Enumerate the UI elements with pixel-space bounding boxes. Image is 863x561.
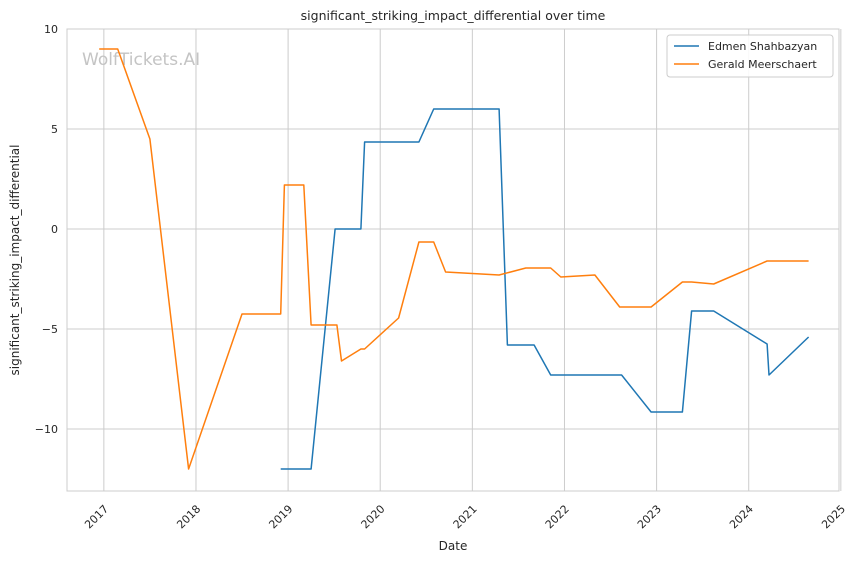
x-tick-label: 2022 [543,502,572,531]
y-tick-label: 10 [44,23,58,36]
y-axis-label: significant_striking_impact_differential [8,145,22,376]
series-layer [99,48,810,470]
plot-frame [66,28,840,492]
legend-box [666,34,834,78]
watermark: WolfTickets.AI [82,50,200,70]
x-tick-label: 2025 [819,502,848,531]
x-tick-label: 2024 [727,502,756,531]
series-line-0 [280,108,810,470]
legend-label-gerald: Gerald Meerschaert [708,58,817,71]
legend-label-edmen: Edmen Shahbazyan [708,40,817,53]
chart-title: significant_striking_impact_differential… [301,8,606,23]
x-tick-label: 2019 [266,502,295,531]
legend: Edmen Shahbazyan Gerald Meerschaert [666,34,834,78]
x-axis-label: Date [439,539,468,553]
x-tick-label: 2023 [635,502,664,531]
x-axis-ticks: 2017 2018 2019 2020 2021 2022 2023 2024 2025 [82,502,848,531]
y-tick-label: −10 [35,423,58,436]
x-tick-label: 2020 [359,502,388,531]
x-tick-label: 2018 [174,502,203,531]
y-axis-ticks: 10 5 0 −5 −10 [35,23,58,436]
x-tick-label: 2021 [451,502,480,531]
x-tick-label: 2017 [82,502,111,531]
y-tick-label: 5 [51,123,58,136]
series-line-1 [99,48,809,470]
y-tick-label: −5 [42,323,58,336]
y-tick-label: 0 [51,223,58,236]
